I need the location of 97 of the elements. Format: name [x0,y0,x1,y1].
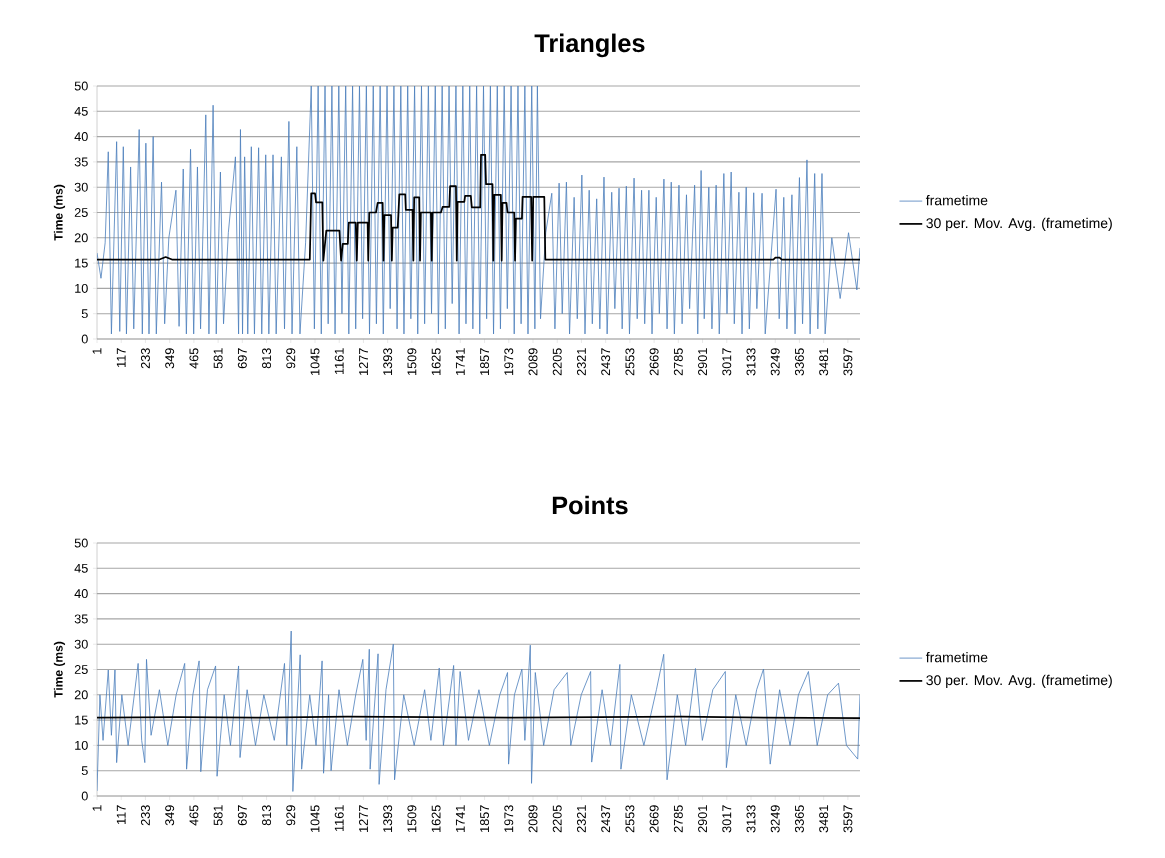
x-tick-label: 581 [213,805,223,826]
legend-label: 30 per. Mov. Avg. (frametime) [926,674,1112,688]
y-tick-label: 30 [74,639,88,649]
x-tick-label: 117 [116,805,126,824]
x-tick-label: 2089 [528,805,538,833]
x-tick-label: 2321 [576,348,586,376]
y-tick-label: 15 [75,715,88,725]
x-tick-label: 697 [237,805,247,826]
x-tick-label: 813 [262,805,272,826]
y-tick-label: 10 [75,740,88,750]
legend-label: frametime [925,652,988,663]
chart-title: Triangles [534,33,645,58]
x-tick-label: 1509 [407,805,417,832]
x-tick-label: 813 [262,348,272,369]
line-series [97,630,861,792]
y-tick-label: 0 [81,791,88,801]
x-tick-label: 3481 [819,805,829,833]
x-tick-label: 697 [237,348,247,369]
y-tick-label: 20 [74,690,88,700]
x-tick-label: 1625 [431,348,441,375]
y-tick-label: 10 [75,283,88,293]
x-tick-label: 3017 [722,805,732,833]
y-tick-label: 35 [74,157,88,167]
x-tick-label: 1973 [504,805,514,832]
y-tick-label: 0 [81,334,88,344]
x-tick-label: 349 [165,348,175,369]
y-tick-label: 25 [74,665,88,674]
x-tick-label: 3597 [843,348,853,376]
y-tick-label: 25 [74,208,88,217]
x-tick-label: 3133 [746,805,756,833]
x-tick-label: 2205 [552,805,562,833]
x-tick-label: 2553 [625,805,635,833]
x-tick-label: 1625 [431,805,441,832]
y-axis-title: Time (ms) [53,641,66,698]
x-tick-label: 2553 [625,348,635,376]
x-tick-label: 1277 [359,348,368,375]
x-tick-label: 1509 [407,348,417,375]
x-tick-label: 1161 [334,805,344,831]
y-tick-label: 50 [74,538,88,548]
y-tick-label: 50 [74,81,88,91]
x-tick-label: 2785 [673,805,683,833]
x-tick-label: 929 [286,805,296,826]
x-tick-label: 465 [189,348,199,369]
x-tick-label: 2669 [649,348,659,376]
x-tick-label: 2669 [649,805,659,833]
y-tick-label: 30 [74,182,88,192]
x-tick-label: 1161 [334,348,344,374]
x-tick-label: 2901 [698,805,708,833]
y-tick-label: 40 [74,589,88,599]
x-tick-label: 233 [140,348,150,369]
x-tick-label: 1 [92,348,102,354]
x-tick-label: 3017 [722,348,732,376]
x-tick-label: 1393 [383,348,393,375]
x-tick-label: 2437 [601,348,611,376]
legend-label: frametime [925,195,988,206]
y-tick-label: 45 [74,106,88,116]
x-tick-label: 581 [213,348,223,369]
x-tick-label: 233 [140,805,150,826]
y-tick-label: 20 [74,233,88,243]
x-tick-label: 2205 [552,348,562,376]
x-tick-label: 1973 [504,348,514,375]
x-tick-label: 3249 [770,805,780,833]
x-tick-label: 1741 [455,348,465,375]
x-tick-label: 2089 [528,348,538,376]
x-tick-label: 1857 [480,348,490,375]
line-series [97,153,861,262]
x-tick-label: 3597 [843,805,853,833]
line-series [97,86,861,335]
x-tick-label: 2321 [576,805,586,833]
y-tick-label: 15 [75,258,88,268]
legend-label: 30 per. Mov. Avg. (frametime) [926,217,1112,231]
chart-title: Points [552,495,628,515]
x-tick-label: 2901 [698,348,708,376]
y-tick-label: 45 [74,563,88,573]
y-tick-label: 35 [74,614,88,624]
x-tick-label: 1277 [359,805,368,832]
x-tick-label: 3365 [794,348,804,376]
y-tick-label: 5 [81,309,88,319]
x-tick-label: 3481 [819,348,829,376]
x-tick-label: 1 [92,805,102,811]
y-tick-label: 40 [74,132,88,142]
x-tick-label: 3365 [794,805,804,833]
x-tick-label: 2437 [601,805,611,833]
x-tick-label: 929 [286,348,296,369]
x-tick-label: 2785 [673,348,683,376]
y-tick-label: 5 [81,766,88,776]
x-tick-label: 1045 [310,348,320,375]
x-tick-label: 465 [189,805,199,826]
y-axis-title: Time (ms) [53,184,66,241]
x-tick-label: 1045 [310,805,320,832]
x-tick-label: 1741 [455,805,465,832]
x-tick-label: 3133 [746,348,756,376]
x-tick-label: 349 [165,805,175,826]
x-tick-label: 117 [116,348,126,367]
x-tick-label: 1857 [480,805,490,832]
x-tick-label: 1393 [383,805,393,832]
x-tick-label: 3249 [770,348,780,376]
